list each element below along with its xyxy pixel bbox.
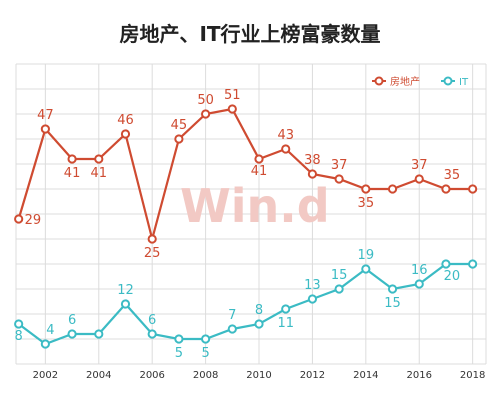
data-label: 35 xyxy=(444,168,461,183)
data-point xyxy=(387,284,398,294)
x-tick-label: 2004 xyxy=(86,370,111,381)
data-label: 41 xyxy=(64,166,81,181)
legend-marker xyxy=(374,76,384,86)
data-point xyxy=(94,329,104,339)
data-point xyxy=(281,144,291,154)
x-tick-label: 2018 xyxy=(460,370,485,381)
x-tick-label: 2002 xyxy=(33,370,58,381)
data-point xyxy=(67,154,77,164)
data-label: 12 xyxy=(117,283,134,298)
data-point xyxy=(254,319,264,329)
data-point xyxy=(281,304,291,314)
data-label: 41 xyxy=(91,166,108,181)
chart-title: 房地产、IT行业上榜富豪数量 xyxy=(119,22,381,46)
x-axis-ticks: 2002 2004 2006 2008 2010 2012 2014 2016 2018 xyxy=(33,370,486,381)
data-point xyxy=(14,214,24,224)
legend-label: 房地产 xyxy=(390,75,420,88)
data-label: 46 xyxy=(117,113,134,128)
data-point xyxy=(307,294,318,304)
data-label: 41 xyxy=(251,164,268,179)
data-point xyxy=(94,154,104,164)
data-point xyxy=(254,154,264,164)
watermark: Win.d xyxy=(180,179,330,233)
data-label: 15 xyxy=(384,296,401,311)
legend-label: IT xyxy=(459,77,469,88)
data-point xyxy=(307,169,318,179)
x-tick-label: 2012 xyxy=(300,370,325,381)
data-label: 29 xyxy=(25,213,42,228)
data-point xyxy=(414,174,424,184)
data-point xyxy=(361,264,371,274)
data-label: 8 xyxy=(255,303,263,318)
series-group xyxy=(14,104,478,349)
grid-lines xyxy=(15,63,487,365)
data-point xyxy=(14,319,24,329)
data-label: 37 xyxy=(331,158,348,173)
data-point xyxy=(361,184,371,194)
data-point xyxy=(174,134,184,144)
data-point xyxy=(227,324,237,334)
data-label: 20 xyxy=(444,269,461,284)
x-tick-label: 2016 xyxy=(407,370,432,381)
data-label: 19 xyxy=(358,248,375,263)
data-label: 13 xyxy=(304,278,321,293)
data-label: 51 xyxy=(224,88,241,103)
data-label: 25 xyxy=(144,246,161,261)
x-tick-label: 2008 xyxy=(193,370,218,381)
data-label: 16 xyxy=(411,263,428,278)
data-point xyxy=(441,259,451,269)
data-label: 7 xyxy=(228,308,236,323)
data-label: 4 xyxy=(46,323,54,338)
data-point xyxy=(40,124,50,134)
data-point xyxy=(387,184,398,194)
data-point xyxy=(441,184,451,194)
data-label: 5 xyxy=(201,346,209,361)
data-point xyxy=(174,334,184,344)
data-point xyxy=(334,284,344,294)
data-label: 38 xyxy=(304,153,321,168)
data-label: 6 xyxy=(148,313,156,328)
data-point xyxy=(414,279,424,289)
data-point xyxy=(227,104,237,114)
data-label: 47 xyxy=(37,108,54,123)
data-label: 15 xyxy=(331,268,348,283)
data-label: 35 xyxy=(358,196,375,211)
data-point xyxy=(201,334,211,344)
data-point xyxy=(468,184,478,194)
legend-marker xyxy=(443,76,453,86)
data-point xyxy=(147,234,157,244)
data-label: 11 xyxy=(277,316,294,331)
data-point xyxy=(120,299,131,309)
x-tick-label: 2010 xyxy=(246,370,271,381)
data-point xyxy=(147,329,157,339)
x-tick-label: 2006 xyxy=(139,370,164,381)
data-point xyxy=(334,174,344,184)
data-label: 50 xyxy=(197,93,214,108)
series-line-it xyxy=(18,262,473,346)
data-label: 5 xyxy=(175,346,183,361)
data-point xyxy=(468,259,478,269)
data-point xyxy=(201,109,211,119)
data-point xyxy=(40,339,50,349)
legend: 房地产 IT xyxy=(372,75,469,88)
x-tick-label: 2014 xyxy=(353,370,378,381)
data-point xyxy=(67,329,77,339)
data-point xyxy=(120,129,131,139)
data-label: 8 xyxy=(15,329,23,344)
data-label: 6 xyxy=(68,313,76,328)
data-label: 43 xyxy=(277,128,294,143)
data-label: 45 xyxy=(171,118,188,133)
data-label: 37 xyxy=(411,158,428,173)
